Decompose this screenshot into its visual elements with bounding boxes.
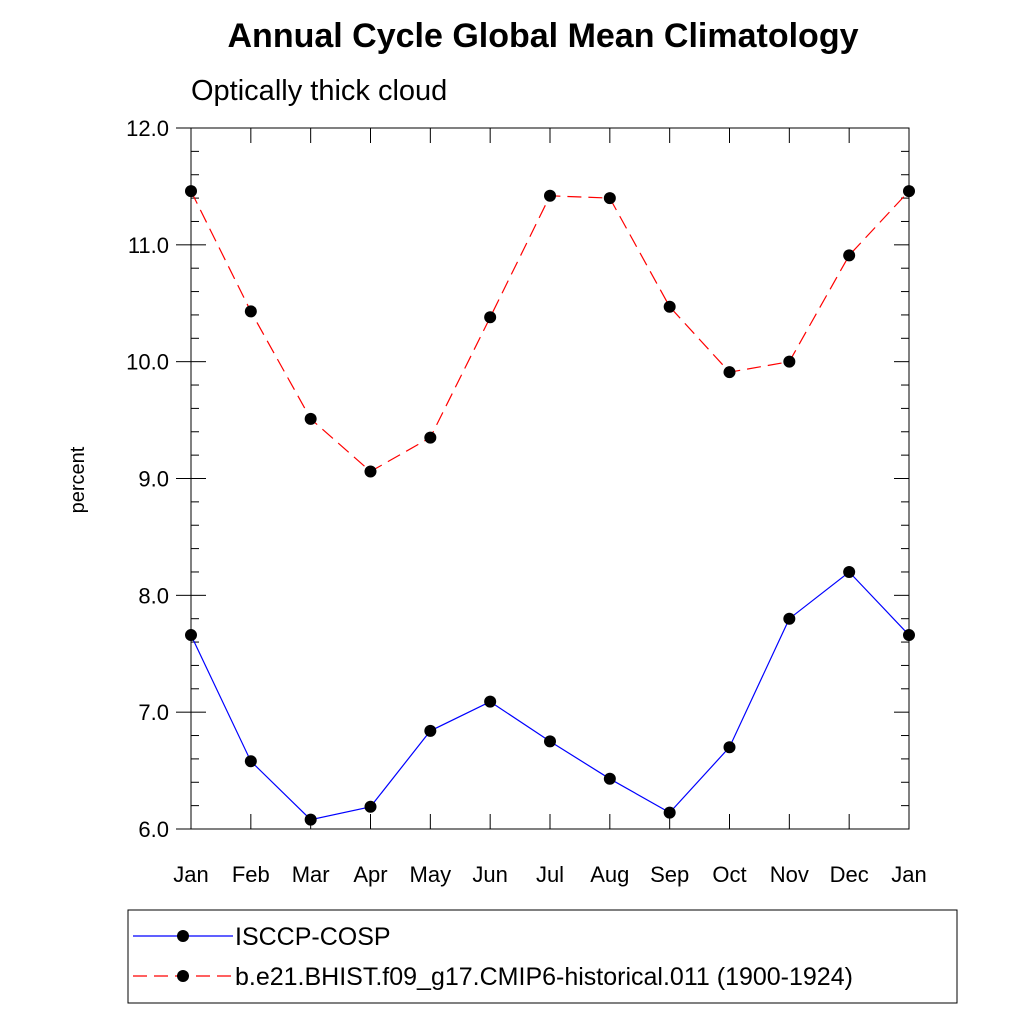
legend-label-isccp: ISCCP-COSP [235, 923, 391, 951]
series-line-1 [190, 190, 910, 473]
x-tick-label: Oct [712, 862, 746, 887]
data-point-series-0 [185, 629, 197, 642]
y-tick-label: 9.0 [138, 467, 169, 492]
y-tick-label: 8.0 [138, 583, 169, 608]
y-axis-label: percent [67, 446, 89, 513]
data-point-series-1 [244, 305, 257, 318]
data-point-series-0 [304, 813, 317, 826]
data-point-series-0 [424, 724, 437, 737]
data-point-series-1 [843, 249, 856, 262]
y-tick-label: 6.0 [138, 817, 169, 842]
x-tick-label: Aug [590, 862, 629, 887]
data-point-series-1 [304, 412, 317, 425]
data-point-series-0 [244, 755, 257, 768]
data-point-series-0 [723, 741, 736, 754]
legend-marker-cesm [177, 970, 189, 982]
series-line-0 [190, 571, 910, 821]
legend-label-cesm: b.e21.BHIST.f09_g17.CMIP6-historical.011… [235, 963, 853, 991]
data-point-series-1 [663, 300, 676, 313]
legend: ISCCP-COSP b.e21.BHIST.f09_g17.CMIP6-his… [127, 909, 958, 1004]
data-point-series-1 [903, 185, 915, 198]
x-tick-label: Jul [536, 862, 564, 887]
legend-marker-isccp [177, 930, 189, 942]
chart-subtitle: Optically thick cloud [191, 75, 447, 107]
x-axis: Jan Feb Mar Apr May Jun Jul Aug Sep Oct Nov Dec Jan [173, 128, 927, 887]
x-tick-label: Nov [770, 862, 809, 887]
data-point-series-1 [723, 366, 736, 379]
chart-title: Annual Cycle Global Mean Climatology [228, 17, 859, 55]
data-point-series-0 [903, 629, 915, 642]
x-tick-label: May [410, 862, 452, 887]
x-tick-label: Jun [472, 862, 507, 887]
x-tick-label: Jan [173, 862, 208, 887]
y-axis: 6.0 7.0 8.0 9.0 10.0 11.0 12.0 [126, 116, 909, 842]
x-tick-label: Apr [353, 862, 387, 887]
data-point-series-1 [603, 192, 616, 205]
y-tick-label: 12.0 [126, 116, 169, 141]
data-point-series-1 [783, 355, 796, 368]
data-point-series-1 [544, 189, 556, 202]
data-point-series-1 [484, 311, 497, 324]
data-point-series-0 [484, 695, 497, 708]
x-tick-label: Feb [232, 862, 270, 887]
data-point-series-1 [364, 465, 377, 478]
x-tick-label: Jan [891, 862, 926, 887]
series-layer [185, 185, 915, 826]
data-point-series-0 [783, 612, 796, 625]
data-point-series-0 [364, 800, 377, 813]
data-point-series-1 [185, 185, 197, 198]
x-tick-label: Dec [830, 862, 869, 887]
legend-box [127, 909, 958, 1004]
x-tick-label: Mar [292, 862, 330, 887]
data-point-series-0 [603, 772, 616, 785]
x-tick-label: Sep [650, 862, 689, 887]
plot-frame [190, 127, 910, 830]
data-point-series-0 [544, 735, 556, 748]
data-point-series-0 [663, 806, 676, 819]
y-tick-label: 10.0 [126, 350, 169, 375]
y-tick-label: 11.0 [128, 233, 169, 258]
data-point-series-0 [843, 565, 856, 578]
data-point-series-1 [424, 431, 437, 444]
y-tick-label: 7.0 [138, 700, 169, 725]
